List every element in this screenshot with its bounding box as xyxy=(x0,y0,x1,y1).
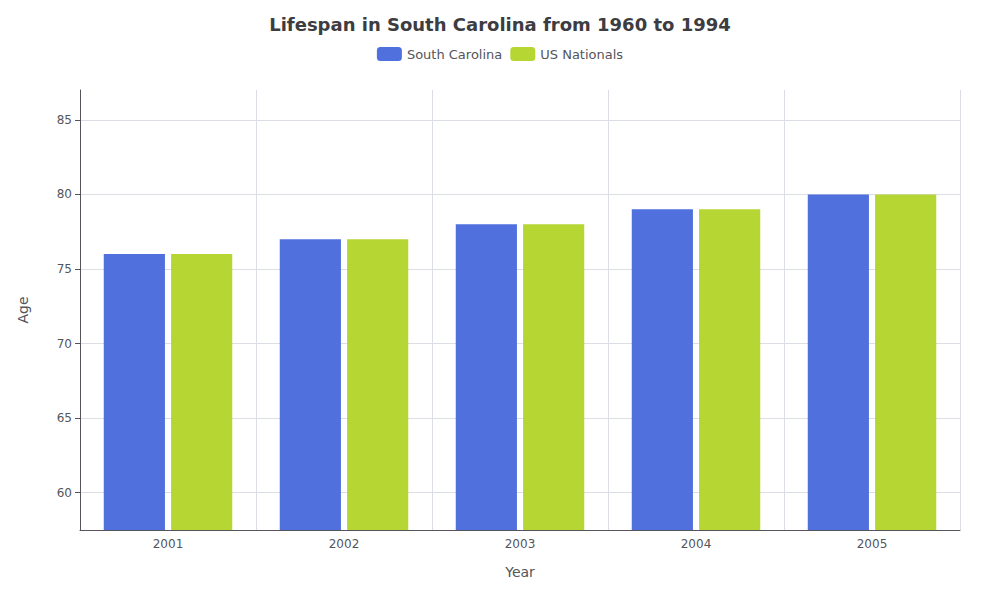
svg-text:South Carolina: South Carolina xyxy=(407,47,502,62)
svg-text:80: 80 xyxy=(57,187,72,201)
svg-text:2001: 2001 xyxy=(153,537,184,551)
svg-text:Lifespan in South Carolina fro: Lifespan in South Carolina from 1960 to … xyxy=(269,14,731,35)
svg-text:85: 85 xyxy=(57,113,72,127)
svg-text:2004: 2004 xyxy=(681,537,712,551)
svg-text:75: 75 xyxy=(57,262,72,276)
svg-text:Year: Year xyxy=(504,564,535,580)
svg-text:2005: 2005 xyxy=(857,537,888,551)
svg-text:70: 70 xyxy=(57,337,72,351)
svg-text:65: 65 xyxy=(57,411,72,425)
svg-text:2002: 2002 xyxy=(329,537,360,551)
svg-text:Age: Age xyxy=(15,296,31,323)
svg-text:US Nationals: US Nationals xyxy=(540,47,623,62)
svg-text:60: 60 xyxy=(57,486,72,500)
svg-text:2003: 2003 xyxy=(505,537,536,551)
